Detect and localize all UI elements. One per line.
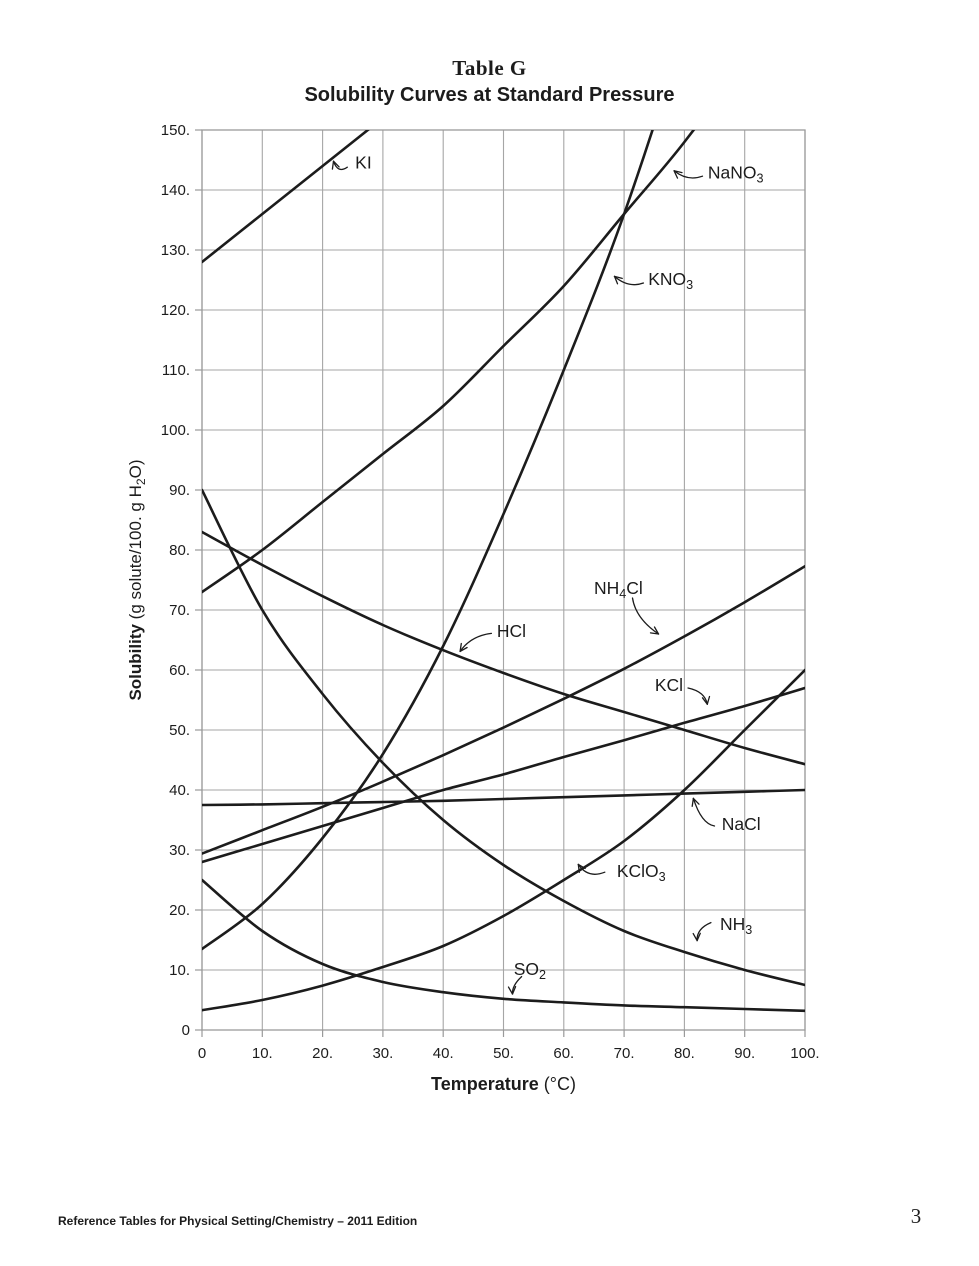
arrow-head [706, 695, 711, 705]
arrow-head [507, 986, 514, 995]
table-letter-title: Table G [452, 56, 527, 80]
arrow-head [692, 797, 700, 805]
arrow-head [701, 697, 708, 705]
label-NaCl: NaCl [722, 814, 761, 834]
x-tick-label: 80. [674, 1045, 695, 1062]
y-tick-label: 40. [169, 782, 190, 799]
tick-labels: 0 10. 20. 30. 40. 50. 60. 70. 80. 90. 100. 0 10. 20. 3… [161, 122, 820, 1062]
y-tick-label: 70. [169, 602, 190, 619]
axis-ticks [195, 129, 806, 1037]
arrow-head [613, 275, 619, 285]
arrow-KNO3 [613, 275, 645, 286]
y-tick-label: 0 [182, 1022, 190, 1039]
arrow-NaNO3 [673, 170, 704, 179]
y-tick-label: 150. [161, 122, 190, 139]
x-tick-label: 50. [493, 1045, 514, 1062]
label-NaNO3: NaNO3 [708, 163, 764, 186]
curve-KNO3 [202, 130, 654, 951]
y-axis-title: Solubility (g solute/100. g H2O) [126, 459, 148, 700]
y-tick-label: 20. [169, 902, 190, 919]
arrow-HCl [459, 632, 493, 653]
curve-KI [202, 130, 370, 264]
label-KNO3: KNO3 [648, 269, 693, 292]
arrow-line [613, 275, 645, 286]
footer-text: Reference Tables for Physical Setting/Ch… [58, 1214, 418, 1228]
y-tick-label: 50. [169, 722, 190, 739]
arrow-head [459, 642, 462, 653]
y-tick-label: 80. [169, 542, 190, 559]
curve-KCl [202, 686, 805, 864]
arrow-KClO3 [577, 863, 606, 875]
curve-NaCl [202, 788, 805, 807]
arrow-NH3 [692, 921, 712, 942]
curve-KClO3 [202, 668, 805, 1012]
x-tick-label: 40. [433, 1045, 454, 1062]
y-tick-label: 60. [169, 662, 190, 679]
y-tick-label: 130. [161, 242, 190, 259]
y-tick-label: 30. [169, 842, 190, 859]
arrow-head [691, 797, 695, 807]
curve-SO2 [202, 878, 805, 1013]
label-NH3: NH3 [720, 914, 752, 937]
arrow-line [631, 597, 660, 635]
x-tick-label: 0 [198, 1045, 206, 1062]
arrow-head [459, 646, 468, 653]
x-tick-label: 20. [312, 1045, 333, 1062]
arrow-head [511, 985, 517, 995]
page-number: 3 [910, 1204, 922, 1228]
y-tick-label: 100. [161, 422, 190, 439]
arrow-SO2 [507, 975, 523, 995]
arrow-line [673, 170, 704, 179]
arrow-head [331, 160, 335, 170]
arrow-line [332, 160, 348, 171]
arrow-KCl [687, 687, 711, 705]
chart-titles: Table G Solubility Curves at Standard Pr… [0, 56, 979, 107]
arrow-head [613, 275, 623, 280]
x-axis-title: Temperature (°C) [431, 1074, 576, 1094]
arrow-line [577, 863, 606, 875]
arrow-line [696, 921, 712, 942]
arrow-NaCl [691, 797, 716, 827]
arrow-line [687, 687, 708, 705]
x-tick-label: 30. [372, 1045, 393, 1062]
y-tick-label: 110. [162, 362, 190, 379]
arrow-head [577, 863, 586, 870]
curve-annotations [331, 160, 716, 995]
y-tick-label: 90. [169, 482, 190, 499]
label-NH4Cl: NH4Cl [594, 578, 643, 601]
solubility-curves [202, 130, 805, 1013]
arrow-line [459, 632, 493, 653]
x-tick-label: 60. [553, 1045, 574, 1062]
curve-NH4Cl [202, 564, 805, 855]
arrow-line [692, 797, 716, 827]
y-tick-label: 120. [161, 302, 190, 319]
curve-NaNO3 [202, 130, 696, 594]
arrow-head [692, 932, 698, 942]
curve-HCl [202, 530, 805, 766]
x-tick-label: 90. [734, 1045, 755, 1062]
curve-NH3 [202, 488, 805, 987]
label-KClO3: KClO3 [617, 861, 666, 884]
label-SO2: SO2 [514, 959, 546, 982]
arrow-head [653, 626, 660, 635]
arrow-KI [331, 160, 348, 171]
x-tick-label: 70. [614, 1045, 635, 1062]
arrow-head [673, 170, 683, 174]
arrow-head [673, 170, 679, 179]
arrow-head [696, 932, 701, 942]
arrow-NH4Cl [631, 597, 660, 635]
arrow-head [649, 632, 660, 635]
y-tick-label: 140. [161, 182, 190, 199]
y-tick-label: 10. [169, 962, 190, 979]
x-tick-label: 100. [790, 1045, 819, 1062]
label-KI: KI [355, 152, 372, 172]
arrow-head [332, 160, 340, 168]
chart-main-title: Solubility Curves at Standard Pressure [304, 84, 675, 107]
arrow-head [577, 863, 580, 873]
label-KCl: KCl [655, 675, 683, 695]
x-tick-label: 10. [252, 1045, 273, 1062]
label-HCl: HCl [497, 621, 526, 641]
